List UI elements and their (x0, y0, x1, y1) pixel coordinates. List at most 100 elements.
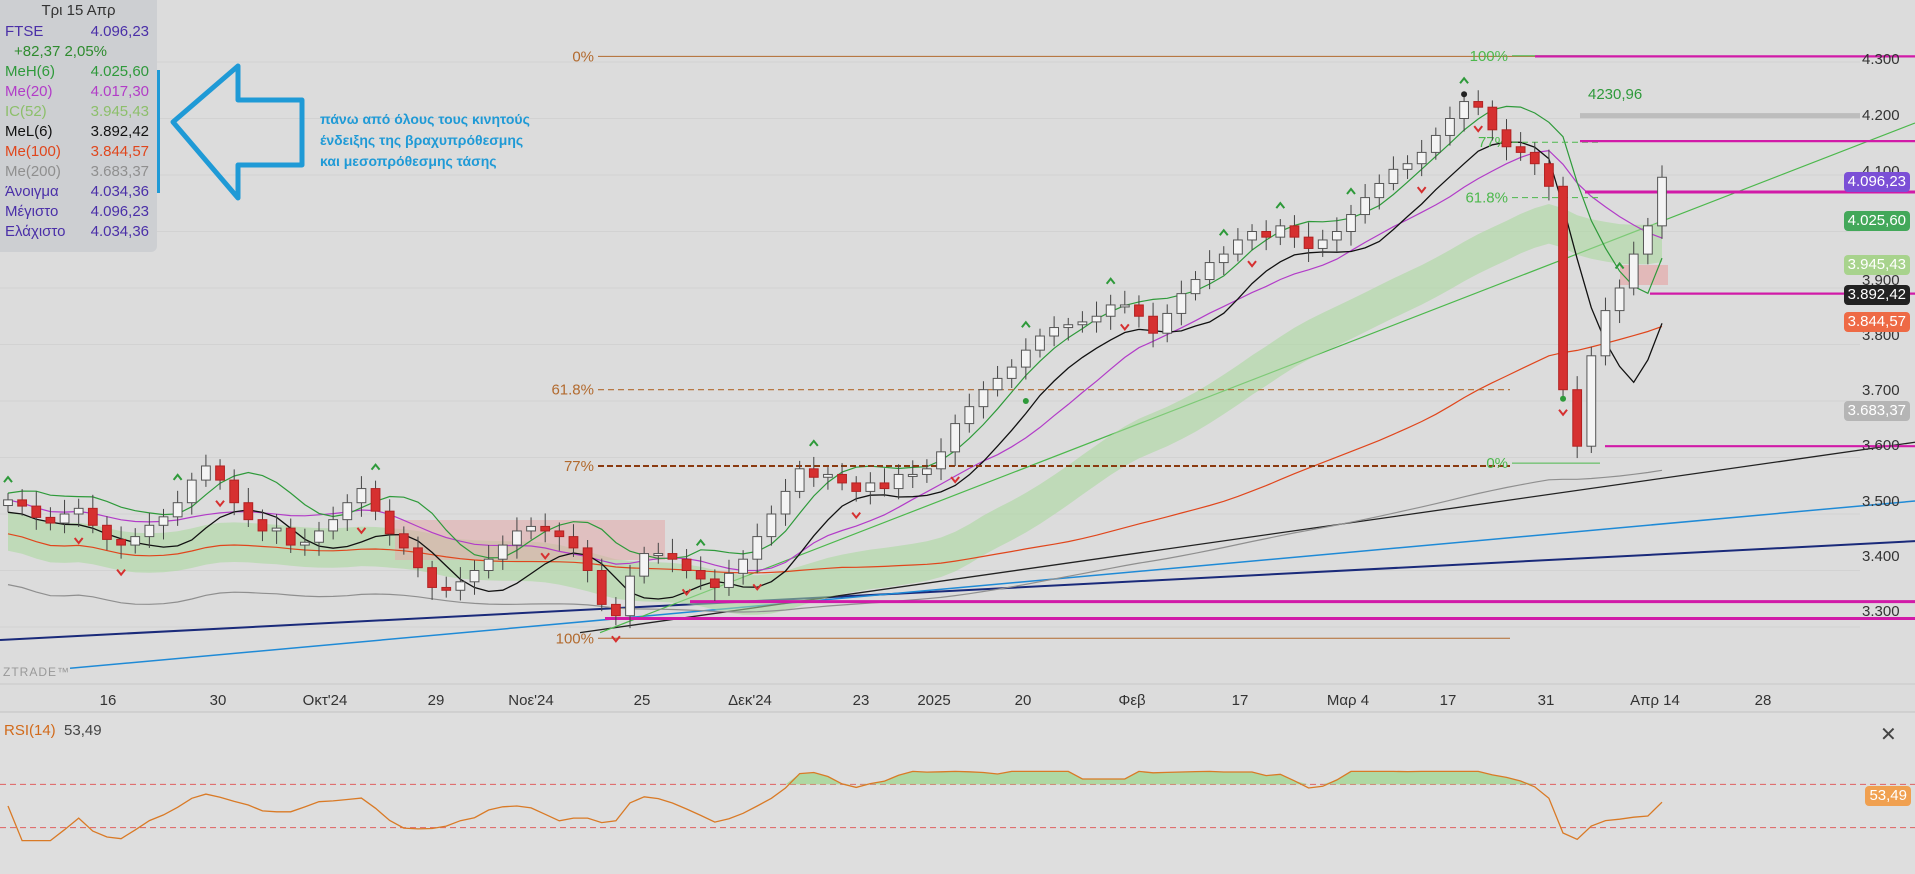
candle (1331, 231, 1342, 241)
candle (158, 516, 169, 526)
candle (427, 567, 437, 588)
candle (540, 525, 551, 532)
legend-row-open: Άνοιγμα 4.034,36 (5, 183, 149, 200)
ema-high-line (7, 105, 1663, 560)
candle (1119, 304, 1130, 308)
x-axis-label: Μαρ 4 (1326, 692, 1370, 709)
candle (441, 586, 452, 591)
close-indicator-button[interactable]: ✕ (1880, 724, 1897, 746)
buy-signal-icon (1459, 76, 1469, 84)
ichimoku-cloud-red (1620, 265, 1668, 285)
candle (1020, 349, 1031, 368)
candle (342, 502, 353, 521)
rsi-value-tag: 53,49 (1865, 786, 1911, 806)
candle (1162, 312, 1173, 334)
price-tag-close: 4.096,23 (1843, 172, 1910, 192)
buy-signal-icon (1218, 228, 1229, 236)
candle (59, 513, 70, 524)
buy-signal-icon (1021, 320, 1031, 328)
candle (1176, 293, 1187, 314)
candle (936, 451, 946, 470)
x-axis-label: 16 (99, 692, 117, 709)
candle (582, 547, 593, 572)
x-axis-label: 25 (633, 692, 651, 709)
candle (497, 544, 508, 560)
fib-label: 100% (556, 630, 594, 647)
candle (1063, 324, 1074, 329)
price-axis-label: 3.300 (1862, 603, 1900, 620)
candle (1077, 321, 1088, 326)
fib-label: 77% (1478, 134, 1508, 151)
candle (512, 530, 522, 546)
price-axis-label: 3.400 (1862, 548, 1900, 565)
ma200-line (7, 469, 1663, 613)
buy-signal-icon (1346, 187, 1356, 195)
sell-signal-icon (1416, 186, 1427, 194)
sell-signal-icon (752, 583, 763, 591)
legend-row-me20: Me(20) 4.017,30 (5, 83, 149, 100)
buy-signal-icon (1275, 201, 1286, 209)
candle (907, 473, 918, 477)
candle (625, 575, 635, 617)
sell-signal-icon (681, 588, 692, 597)
fib-label: 0% (572, 48, 594, 65)
rsi-pane (0, 712, 1915, 874)
candle (328, 519, 339, 532)
sell-signal-icon (1247, 260, 1257, 268)
annotation-line-1: πάνω από όλους τους κινητούς (320, 111, 530, 127)
x-axis-label: 28 (1754, 692, 1772, 709)
x-axis-label: 30 (209, 692, 227, 709)
candle (1430, 134, 1441, 153)
candle (639, 553, 650, 577)
high-dot (1461, 91, 1468, 98)
rsi-line (7, 770, 1663, 842)
rsi-overbought-fill (8, 771, 1662, 785)
ema-low-line (7, 141, 1663, 600)
candle (950, 423, 961, 453)
legend-row-high: Μέγιστο 4.096,23 (5, 203, 149, 220)
candle (3, 499, 13, 507)
sell-signal-icon (611, 635, 621, 643)
candle (893, 473, 904, 490)
candle (808, 468, 819, 478)
ma20-line (7, 149, 1663, 572)
price-axis-label: 3.500 (1862, 493, 1900, 510)
legend-row-ftse: FTSE 4.096,23 (5, 23, 149, 40)
annotation-text: πάνω από όλους τους κινητούς ένδειξης τη… (320, 109, 530, 172)
candle (1105, 304, 1116, 317)
candle (695, 570, 706, 580)
candle (780, 490, 791, 515)
candle (667, 553, 678, 560)
candle (455, 581, 466, 591)
candle (1416, 151, 1427, 165)
annotation-line-2: ένδειξης της βραχυπρόθεσμης (320, 132, 524, 148)
rsi-label: RSI(14) (4, 722, 56, 739)
candle (922, 468, 932, 475)
fib-label: 0% (1486, 455, 1508, 472)
sell-signal-icon (73, 537, 84, 545)
sell-signal-icon (851, 511, 861, 520)
candle (1388, 168, 1399, 184)
left-arrow-icon (170, 63, 305, 201)
brand-watermark: ZTRADE™ (3, 665, 70, 679)
candle (596, 570, 607, 605)
candle (1360, 197, 1371, 216)
candle (314, 530, 324, 543)
sell-signal-icon (116, 569, 126, 577)
price-axis-label: 4.200 (1862, 107, 1900, 124)
fib-label: 61.8% (1465, 190, 1508, 207)
candle (1275, 225, 1286, 238)
x-axis-label: 17 (1231, 692, 1249, 709)
candle (271, 527, 282, 532)
price-tag-me200: 3.683,37 (1843, 401, 1910, 421)
price-axis-label: 3.700 (1862, 382, 1900, 399)
buy-signal-icon (809, 439, 819, 447)
x-axis-label: 31 (1537, 692, 1555, 709)
candle (1346, 214, 1356, 233)
candle (964, 406, 975, 425)
price-tag-mel6: 3.892,42 (1843, 285, 1910, 305)
candle (31, 505, 42, 518)
candle (1317, 239, 1328, 249)
candle (823, 473, 833, 478)
